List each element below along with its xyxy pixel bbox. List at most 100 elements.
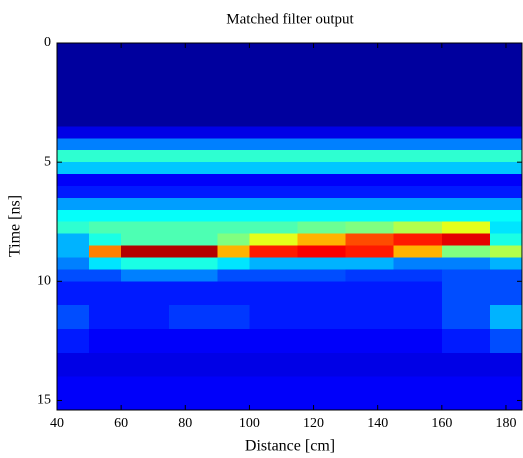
heatmap-cell (489, 43, 523, 127)
heatmap-cell (345, 126, 395, 139)
heatmap-cell (121, 305, 170, 330)
heatmap-cell (441, 197, 491, 211)
heatmap-cell (441, 257, 491, 270)
plot-frame (56, 42, 523, 411)
heatmap-cell (121, 233, 170, 247)
heatmap-cell (393, 257, 443, 270)
heatmap-cell (169, 281, 218, 306)
heatmap-cell (169, 221, 218, 235)
heatmap-cell (57, 174, 90, 187)
x-tick-label: 160 (431, 416, 452, 431)
heatmap-cell (57, 43, 90, 127)
heatmap-cell (217, 197, 250, 211)
heatmap-cell (217, 352, 250, 378)
heatmap-cell (169, 233, 218, 247)
heatmap-cell (217, 257, 250, 270)
heatmap-cell (121, 197, 170, 211)
heatmap-cell (441, 328, 491, 354)
chart-title: Matched filter output (226, 11, 354, 27)
heatmap-cell (393, 376, 443, 411)
heatmap-cell (441, 269, 491, 282)
heatmap-cell (169, 209, 218, 223)
heatmap-cell (249, 376, 299, 411)
heatmap-cell (89, 328, 122, 354)
heatmap-cell (297, 328, 347, 354)
heatmap-cell (217, 174, 250, 187)
x-tick-label: 100 (239, 416, 260, 431)
x-tick-label: 40 (50, 416, 64, 431)
heatmap-cell (217, 281, 250, 306)
heatmap-cell (121, 174, 170, 187)
heatmap-cell (217, 376, 250, 411)
heatmap-cell (489, 269, 523, 282)
heatmap-cell (57, 209, 90, 223)
heatmap-cell (393, 174, 443, 187)
heatmap-cell (169, 150, 218, 163)
y-tick-label: 10 (37, 274, 51, 289)
heatmap-cell (345, 281, 395, 306)
heatmap-cell (393, 245, 443, 258)
heatmap-cell (57, 221, 90, 235)
heatmap-cell (57, 126, 90, 139)
heatmap-cell (57, 185, 90, 199)
heatmap-cell (489, 126, 523, 139)
heatmap-cell (121, 245, 170, 258)
heatmap-cell (441, 233, 491, 247)
heatmap-cell (393, 138, 443, 151)
heatmap-cell (169, 269, 218, 282)
heatmap-cell (297, 257, 347, 270)
heatmap-cell (393, 197, 443, 211)
heatmap-cell (89, 376, 122, 411)
heatmap-cell (393, 150, 443, 163)
heatmap-cell (345, 233, 395, 247)
heatmap-cell (89, 162, 122, 175)
heatmap-cell (249, 209, 299, 223)
heatmap-cell (169, 352, 218, 378)
heatmap-cell (489, 221, 523, 235)
heatmap-cell (121, 328, 170, 354)
heatmap-cell (89, 43, 122, 127)
heatmap-cell (441, 376, 491, 411)
heatmap-cell (489, 150, 523, 163)
heatmap-cell (393, 162, 443, 175)
heatmap-cell (217, 150, 250, 163)
heatmap-cell (57, 269, 90, 282)
heatmap-cell (345, 221, 395, 235)
heatmap-cell (489, 257, 523, 270)
heatmap-cell (217, 185, 250, 199)
heatmap-cell (441, 185, 491, 199)
heatmap-cell (441, 138, 491, 151)
heatmap-cell (489, 245, 523, 258)
heatmap-cell (169, 197, 218, 211)
heatmap-cell (393, 269, 443, 282)
x-tick-label: 180 (495, 416, 516, 431)
heatmap-cell (249, 174, 299, 187)
heatmap-cell (297, 281, 347, 306)
heatmap-cell (441, 281, 491, 306)
heatmap-cell (89, 305, 122, 330)
x-tick-label: 80 (178, 416, 192, 431)
heatmap-cell (89, 209, 122, 223)
heatmap-cell (345, 257, 395, 270)
heatmap-cell (217, 305, 250, 330)
heatmap-cell (345, 245, 395, 258)
heatmap-cell (121, 162, 170, 175)
heatmap-cell (169, 328, 218, 354)
heatmap-cell (121, 43, 170, 127)
y-axis-label: Time [ns] (7, 195, 24, 257)
heatmap-cell (489, 162, 523, 175)
heatmap-cell (217, 233, 250, 247)
heatmap-cell (249, 162, 299, 175)
heatmap-cell (249, 150, 299, 163)
heatmap-cell (57, 233, 90, 247)
heatmap-cell (297, 305, 347, 330)
heatmap-cell (217, 245, 250, 258)
x-tick-label: 60 (114, 416, 128, 431)
heatmap-cell (297, 150, 347, 163)
heatmap-cell (393, 221, 443, 235)
heatmap-cell (297, 162, 347, 175)
heatmap-cell (249, 138, 299, 151)
heatmap-cell (89, 185, 122, 199)
heatmap-cell (297, 269, 347, 282)
